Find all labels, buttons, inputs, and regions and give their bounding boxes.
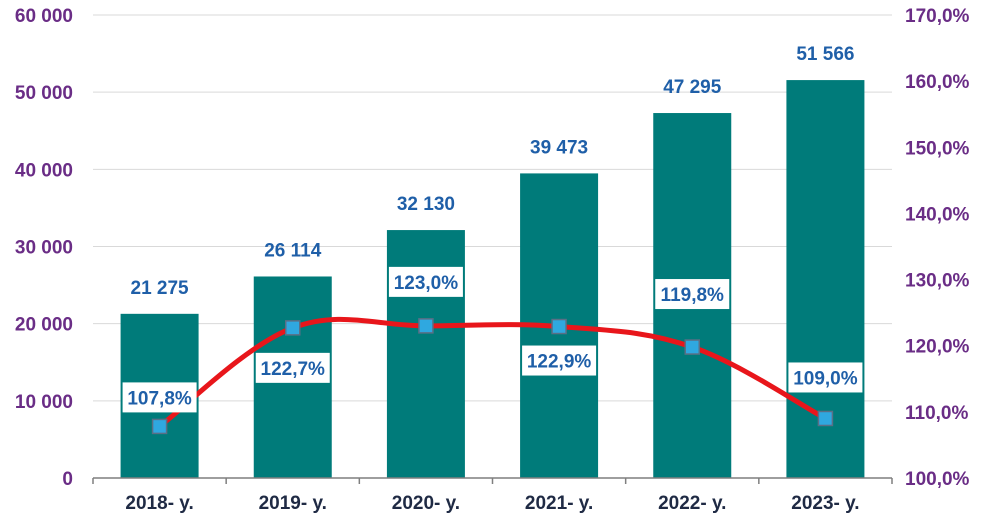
growth-line (158, 316, 827, 429)
line-value-label: 109,0% (793, 368, 858, 389)
left-axis-tick-label: 20 000 (15, 315, 73, 336)
left-axis-tick-label: 10 000 (15, 392, 73, 413)
line-marker (418, 318, 434, 334)
left-axis-tick-label: 60 000 (15, 6, 73, 27)
x-axis-tick-label: 2018- y. (125, 493, 193, 514)
line-label-box (788, 362, 863, 393)
left-axis-tick-label: 30 000 (15, 238, 73, 259)
right-axis-tick-label: 140,0% (905, 204, 970, 225)
x-axis-tick-label: 2019- y. (259, 493, 327, 514)
gridlines (93, 14, 892, 402)
right-axis-tick-label: 100,0% (905, 469, 970, 490)
right-axis-tick-label: 160,0% (905, 72, 970, 93)
line-marker (684, 339, 700, 355)
line-value-label: 122,7% (261, 359, 326, 380)
left-axis-tick-label: 50 000 (15, 83, 73, 104)
right-axis-tick-label: 150,0% (905, 138, 970, 159)
left-axis-tick-label: 0 (62, 469, 73, 490)
bar-value-label: 26 114 (264, 240, 321, 261)
line-label-box (388, 266, 463, 297)
line-label-box (122, 382, 197, 413)
bar-value-label: 32 130 (397, 194, 455, 215)
x-axis-tick-label: 2023- y. (791, 493, 859, 514)
data-labels: 21 275 26 114 32 130 39 473 47 295 51 566 107,… (122, 44, 863, 413)
line-value-label: 119,8% (661, 285, 724, 306)
axes: 0 10 000 20 000 30 000 40 000 50 000 60 000 100… (15, 6, 970, 514)
bar-value-label: 39 473 (530, 137, 588, 158)
right-axis-tick-label: 130,0% (905, 271, 970, 292)
growth-line-series (151, 316, 834, 435)
x-axis-tick-label: 2022- y. (658, 493, 726, 514)
right-axis-tick-label: 170,0% (905, 6, 970, 27)
line-marker (151, 418, 168, 435)
left-axis-tick-label: 40 000 (15, 160, 73, 181)
line-value-label: 122,9% (527, 352, 592, 373)
line-marker (817, 410, 834, 427)
line-marker (285, 320, 301, 336)
bar-series (120, 80, 865, 478)
line-label-box (655, 279, 730, 310)
right-axis-tick-label: 120,0% (905, 337, 970, 358)
line-value-label: 107,8% (127, 388, 192, 409)
bar-value-label: 51 566 (796, 44, 854, 65)
bar-value-label: 21 275 (131, 278, 190, 299)
line-label-box (255, 352, 330, 383)
right-axis-tick-label: 110,0% (905, 403, 968, 424)
line-value-label: 123,0% (394, 273, 459, 294)
bar-value-label: 47 295 (663, 77, 722, 98)
line-label-box (522, 345, 597, 376)
line-marker (551, 318, 567, 335)
x-axis-tick-label: 2021- y. (525, 493, 593, 514)
x-axis-tick-label: 2020- y. (392, 493, 460, 514)
